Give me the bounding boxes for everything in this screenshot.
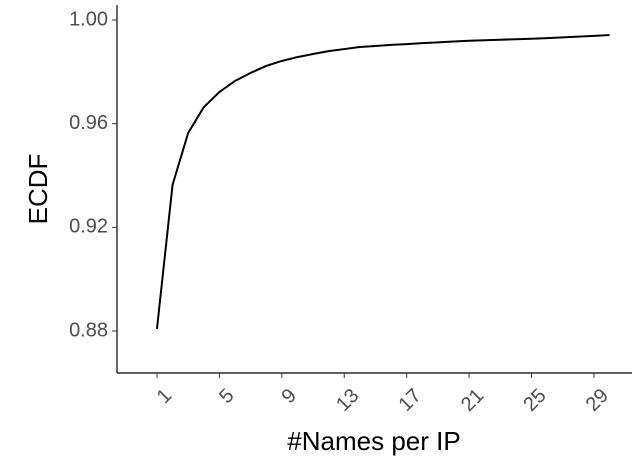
y-axis-title: ECDF	[23, 154, 53, 225]
y-tick-label: 0.96	[69, 112, 108, 134]
x-tick-label: 13	[332, 385, 363, 416]
y-tick-label: 1.00	[69, 8, 108, 30]
x-axis-title: #Names per IP	[287, 426, 460, 456]
x-tick-label: 17	[395, 385, 426, 416]
y-tick-label: 0.92	[69, 216, 108, 238]
x-tick-label: 9	[278, 385, 301, 408]
x-tick-label: 29	[582, 385, 613, 416]
x-tick-label: 1	[153, 385, 176, 408]
x-tick-label: 5	[215, 385, 238, 408]
x-tick-label: 21	[457, 385, 488, 416]
line	[155, 34, 610, 330]
y-tick-label: 0.88	[69, 319, 108, 341]
x-tick-label: 25	[519, 385, 550, 416]
